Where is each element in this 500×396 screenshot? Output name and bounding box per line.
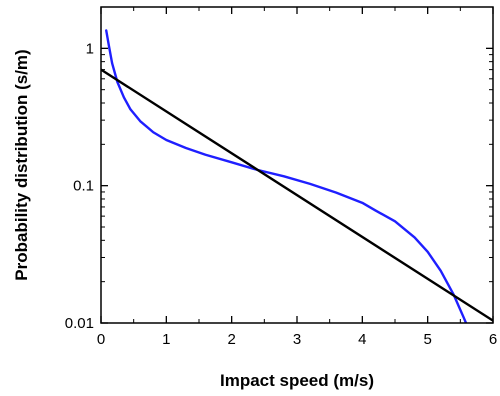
x-tick-label: 2	[227, 331, 235, 348]
x-tick-label: 3	[293, 331, 301, 348]
x-tick-label: 5	[423, 331, 431, 348]
ticks	[100, 6, 494, 324]
y-tick-label: 1	[86, 40, 94, 57]
x-tick-label: 0	[97, 331, 105, 348]
series-line-black	[101, 68, 493, 322]
tick-labels: 0 1 2 3 4 5 6 0.01 0.1 1	[65, 40, 497, 348]
x-tick-label: 4	[358, 331, 366, 348]
x-tick-label: 6	[489, 331, 497, 348]
y-tick-label: 0.01	[65, 315, 94, 332]
y-axis-title: Probability distribution (s/m)	[12, 49, 31, 280]
plot-frame	[100, 6, 494, 324]
x-tick-label: 1	[162, 331, 170, 348]
series-group	[101, 29, 493, 323]
x-axis-title: Impact speed (m/s)	[220, 371, 374, 390]
y-tick-label: 0.1	[73, 178, 94, 195]
series-line-blue	[105, 29, 468, 323]
